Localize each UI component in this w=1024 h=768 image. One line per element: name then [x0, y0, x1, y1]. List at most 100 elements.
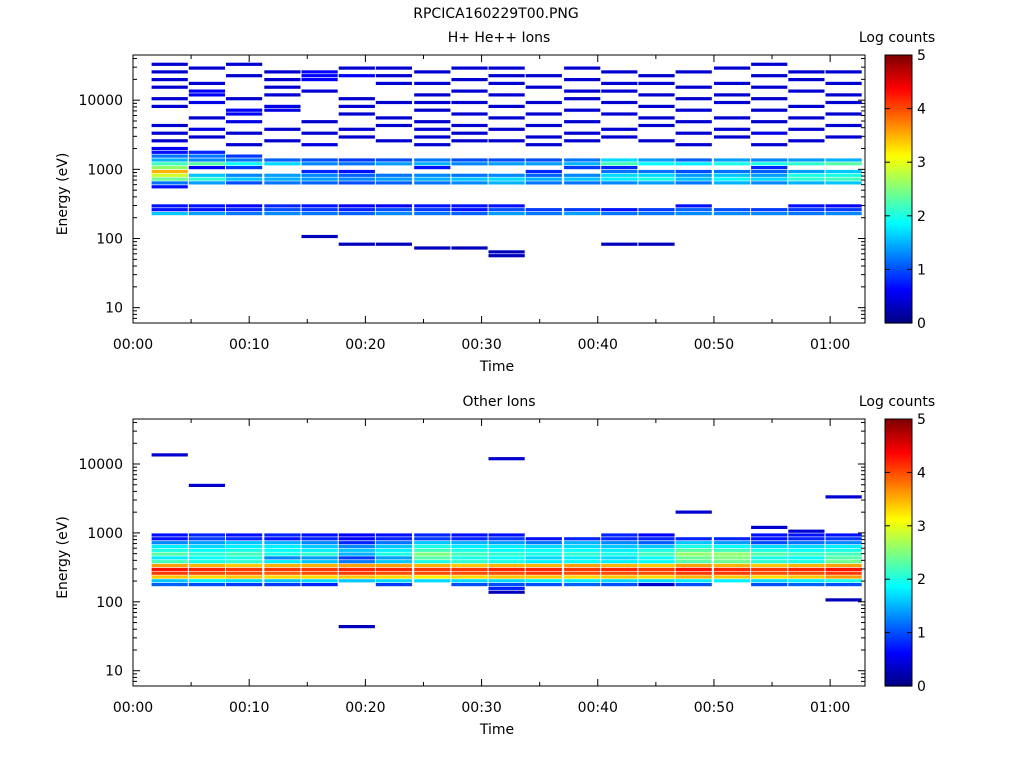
colorbar-segment [885, 314, 912, 318]
heatmap-cell [638, 544, 675, 549]
heatmap-cell [525, 537, 562, 541]
y-axis: 10 100 1000 10000 [78, 58, 865, 324]
heatmap-cell [188, 116, 225, 120]
heatmap-cell [714, 100, 751, 105]
colorbar-segment [885, 274, 912, 278]
colorbar-segment [885, 471, 912, 474]
colorbar-segment [885, 189, 912, 192]
heatmap-cell [414, 166, 451, 170]
heatmap-cell [825, 93, 862, 97]
colorbar-segment [885, 320, 912, 324]
heatmap-cell [451, 571, 488, 575]
heatmap-cell [564, 131, 601, 135]
heatmap-cell [601, 181, 638, 185]
heatmap-cell [151, 537, 188, 541]
heatmap-cell [301, 571, 338, 575]
y-tick-label: 10000 [78, 93, 123, 109]
colorbar-segment [885, 652, 912, 656]
heatmap-cell [414, 552, 451, 556]
heatmap-cell [151, 158, 188, 162]
heatmap-cell [788, 579, 825, 583]
heatmap-cell [188, 162, 225, 166]
colorbar-segment [885, 458, 912, 462]
colorbar-segment [885, 475, 912, 479]
colorbar-segment [885, 105, 912, 108]
colorbar-segment [885, 142, 912, 146]
heatmap-cell [601, 162, 638, 166]
heatmap-cell [601, 127, 638, 131]
heatmap-cell [825, 208, 862, 212]
colorbar-segment [885, 525, 912, 529]
heatmap-cell [751, 74, 788, 78]
heatmap-cell [638, 533, 675, 537]
colorbar-segment [885, 228, 912, 232]
colorbar-segment [885, 241, 912, 245]
heatmap-cell [751, 552, 788, 556]
heatmap-cell [301, 563, 338, 568]
heatmap-cell [601, 81, 638, 85]
colorbar-segment [885, 251, 912, 255]
heatmap-cell [788, 158, 825, 162]
heatmap-cell [226, 177, 263, 181]
colorbar-segment [885, 508, 912, 512]
heatmap-cell [375, 544, 412, 549]
colorbar-segment [885, 479, 912, 483]
colorbar-segment [885, 264, 912, 268]
colorbar-segment [885, 429, 912, 433]
heatmap-cell [451, 131, 488, 135]
colorbar-segment [885, 587, 912, 591]
heatmap-cell [451, 563, 488, 568]
heatmap-cell [188, 544, 225, 549]
colorbar-segment [885, 492, 912, 495]
heatmap-cell [638, 169, 675, 174]
heatmap-cell [301, 89, 338, 93]
heatmap-cell [601, 579, 638, 583]
heatmap-cell [338, 112, 375, 116]
heatmap-cell [414, 544, 451, 549]
heatmap-cell [488, 81, 525, 85]
heatmap-cell [675, 212, 712, 216]
heatmap-cell [751, 208, 788, 212]
heatmap-cell [714, 575, 751, 579]
heatmap-cell [825, 541, 862, 545]
heatmap-cell [638, 93, 675, 97]
colorbar-segment [885, 623, 912, 627]
heatmap-cell [488, 93, 525, 97]
heatmap-cell [525, 548, 562, 552]
colorbar-segment [885, 260, 912, 263]
heatmap-cell [751, 583, 788, 587]
heatmap-cell [825, 81, 862, 85]
x-tick-label: 00:30 [461, 700, 501, 716]
heatmap-cell [488, 116, 525, 120]
heatmap-cell [451, 560, 488, 564]
heatmap-cell [525, 143, 562, 147]
heatmap-cell [301, 143, 338, 147]
heatmap-cell [788, 139, 825, 143]
heatmap-cell [675, 567, 712, 571]
heatmap-cell [414, 212, 451, 216]
heatmap-cell [751, 525, 788, 529]
heatmap-cell [714, 135, 751, 139]
x-axis-label: Time [479, 722, 514, 738]
heatmap-cell [451, 556, 488, 560]
heatmap-cell [451, 66, 488, 70]
colorbar-segment [885, 113, 912, 117]
heatmap-cell [414, 575, 451, 579]
heatmap-cell [825, 544, 862, 549]
heatmap-cell [264, 563, 301, 568]
heatmap-cell [338, 537, 375, 541]
heatmap-cell [788, 116, 825, 120]
heatmap-cell [226, 212, 263, 216]
heatmap-cell [564, 579, 601, 583]
heatmap-cell [788, 583, 825, 587]
colorbar-segment [885, 249, 912, 253]
colorbar-segment [885, 473, 912, 476]
colorbar-tick-label: 5 [917, 412, 926, 428]
heatmap-cell [338, 556, 375, 560]
heatmap-cell [825, 567, 862, 571]
heatmap-cell [226, 583, 263, 587]
colorbar-tick-label: 2 [917, 572, 926, 588]
heatmap-cells [151, 62, 862, 258]
heatmap-cell [301, 120, 338, 124]
heatmap-cell [638, 579, 675, 583]
